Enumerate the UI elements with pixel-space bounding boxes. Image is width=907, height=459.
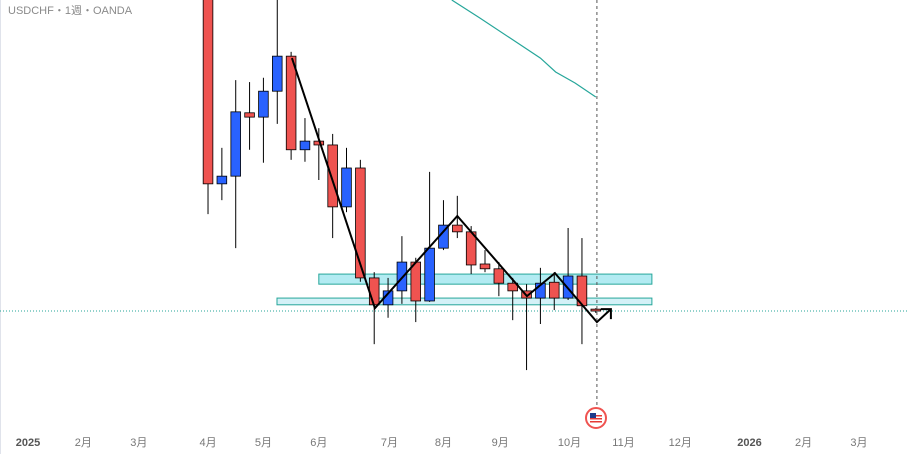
x-tick-label: 11月 <box>612 437 634 449</box>
overlay-line <box>290 57 612 324</box>
x-tick-label: 12月 <box>669 437 692 449</box>
candle-body <box>244 112 255 118</box>
zone <box>276 297 653 306</box>
candle-body <box>535 282 546 299</box>
x-tick-label: 7月 <box>381 437 398 449</box>
candle-body <box>327 144 338 208</box>
candle-body <box>590 308 602 312</box>
plot-area <box>0 0 907 371</box>
zone <box>318 273 653 285</box>
candle-body <box>493 268 505 284</box>
x-tick-label: 9月 <box>492 437 509 449</box>
x-tick-label: 2025 <box>16 437 40 449</box>
x-tick-label: 3月 <box>130 437 147 449</box>
x-tick-label: 4月 <box>199 437 216 449</box>
x-tick-label: 2026 <box>737 437 761 449</box>
candle-body <box>216 175 228 185</box>
x-tick-label: 3月 <box>850 437 867 449</box>
candle-body <box>410 261 422 302</box>
arrow-head <box>600 308 612 320</box>
candle-body <box>355 167 366 279</box>
candle-body <box>452 224 463 233</box>
x-tick-label: 6月 <box>310 437 327 449</box>
x-tick-label: 8月 <box>435 437 452 449</box>
overlay-line <box>451 0 597 98</box>
candle-body <box>424 247 435 302</box>
us-flag-icon <box>585 407 607 429</box>
candle-body <box>272 55 283 92</box>
candle-body <box>479 263 491 270</box>
candle-body <box>507 282 518 292</box>
candle-body <box>230 111 241 177</box>
chart-title: USDCHF・1週・OANDA <box>8 4 133 17</box>
candle-body <box>368 277 380 306</box>
candle-body <box>285 55 297 151</box>
candle-body <box>299 140 311 151</box>
candle-body <box>258 90 269 118</box>
candle-body <box>549 281 560 299</box>
x-tick-label: 10月 <box>558 437 581 449</box>
x-tick-label: 2月 <box>795 437 812 449</box>
candle-body <box>341 167 352 208</box>
x-tick-label: 5月 <box>255 437 272 449</box>
candle-body <box>202 0 214 185</box>
x-tick-label: 2月 <box>75 437 92 449</box>
